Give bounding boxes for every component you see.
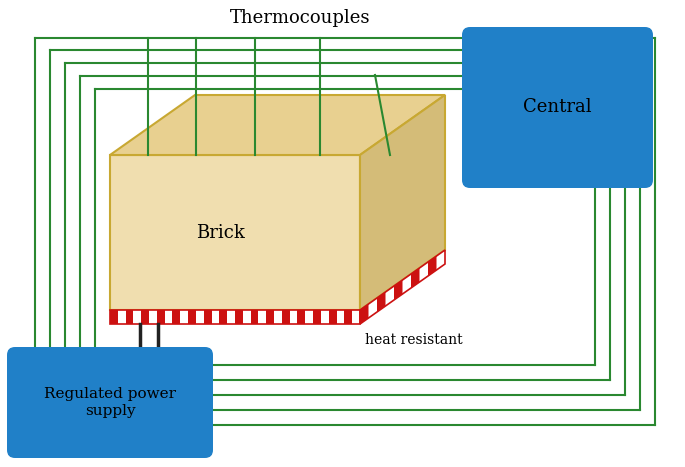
Bar [297, 310, 306, 324]
Polygon shape [377, 292, 386, 312]
Text: Central: Central [523, 99, 592, 116]
Bar [219, 310, 227, 324]
Bar [251, 310, 258, 324]
Polygon shape [360, 95, 445, 310]
Bar [313, 310, 321, 324]
Polygon shape [394, 280, 403, 300]
Bar [282, 310, 290, 324]
Bar [235, 310, 242, 324]
Bar [329, 310, 336, 324]
Bar [203, 310, 212, 324]
Bar [110, 310, 118, 324]
Polygon shape [110, 155, 360, 310]
Polygon shape [110, 95, 445, 155]
Bar [266, 310, 274, 324]
Bar [157, 310, 164, 324]
Polygon shape [428, 256, 436, 276]
FancyBboxPatch shape [462, 27, 653, 188]
Bar [345, 310, 352, 324]
Polygon shape [360, 250, 445, 324]
Bar [125, 310, 134, 324]
Text: Regulated power
supply: Regulated power supply [44, 388, 176, 417]
Polygon shape [360, 304, 369, 324]
Bar [188, 310, 196, 324]
Bar [173, 310, 180, 324]
Bar [141, 310, 149, 324]
Polygon shape [411, 268, 419, 288]
Text: Thermocouples: Thermocouples [229, 9, 371, 27]
Text: Brick: Brick [195, 224, 245, 241]
Bar [110, 310, 360, 324]
FancyBboxPatch shape [7, 347, 213, 458]
Text: heat resistant: heat resistant [365, 333, 462, 347]
